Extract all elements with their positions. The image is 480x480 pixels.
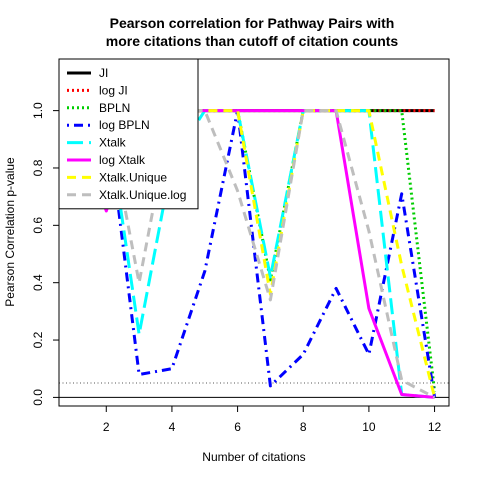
legend-label: BPLN xyxy=(99,101,130,115)
legend-box xyxy=(58,58,199,210)
legend-label: log Xtalk xyxy=(99,153,146,167)
y-tick-label: 0.8 xyxy=(31,159,45,176)
x-tick-label: 6 xyxy=(234,420,241,434)
series-line-xtalk-unique-log xyxy=(73,109,436,399)
legend-label: Xtalk.Unique xyxy=(99,170,167,184)
y-tick-label: 1.0 xyxy=(31,102,45,119)
series-line-xtalk xyxy=(73,109,435,399)
y-axis: 0.0 0.2 0.4 0.6 0.8 1.0 xyxy=(31,102,59,406)
reference-lines xyxy=(59,382,449,398)
x-axis-label: Number of citations xyxy=(202,450,305,464)
y-tick-label: 0.0 xyxy=(31,389,45,406)
chart-title-line-1: Pearson correlation for Pathway Pairs wi… xyxy=(110,15,395,31)
x-axis: 2 4 6 8 10 12 xyxy=(103,406,442,434)
legend-label: Xtalk xyxy=(99,136,127,150)
x-tick-label: 10 xyxy=(362,420,376,434)
y-tick-label: 0.4 xyxy=(31,274,45,291)
x-tick-label: 2 xyxy=(103,420,110,434)
y-tick-label: 0.6 xyxy=(31,217,45,234)
legend-label: log BPLN xyxy=(99,118,150,132)
plot-frame xyxy=(58,58,450,407)
legend: JI log JI BPLN log BPLN Xtalk log Xtalk Xtalk.… xyxy=(58,58,199,210)
chart-title-line-2: more citations than cutoff of citation c… xyxy=(106,33,399,49)
x-tick-label: 12 xyxy=(428,420,442,434)
legend-label: log JI xyxy=(99,83,128,97)
legend-label: JI xyxy=(99,66,108,80)
x-tick-label: 8 xyxy=(300,420,307,434)
y-tick-label: 0.2 xyxy=(31,331,45,348)
y-axis-label: Pearson Correlation p-value xyxy=(3,157,17,307)
x-tick-label: 4 xyxy=(169,420,176,434)
legend-label: Xtalk.Unique.log xyxy=(99,188,186,202)
